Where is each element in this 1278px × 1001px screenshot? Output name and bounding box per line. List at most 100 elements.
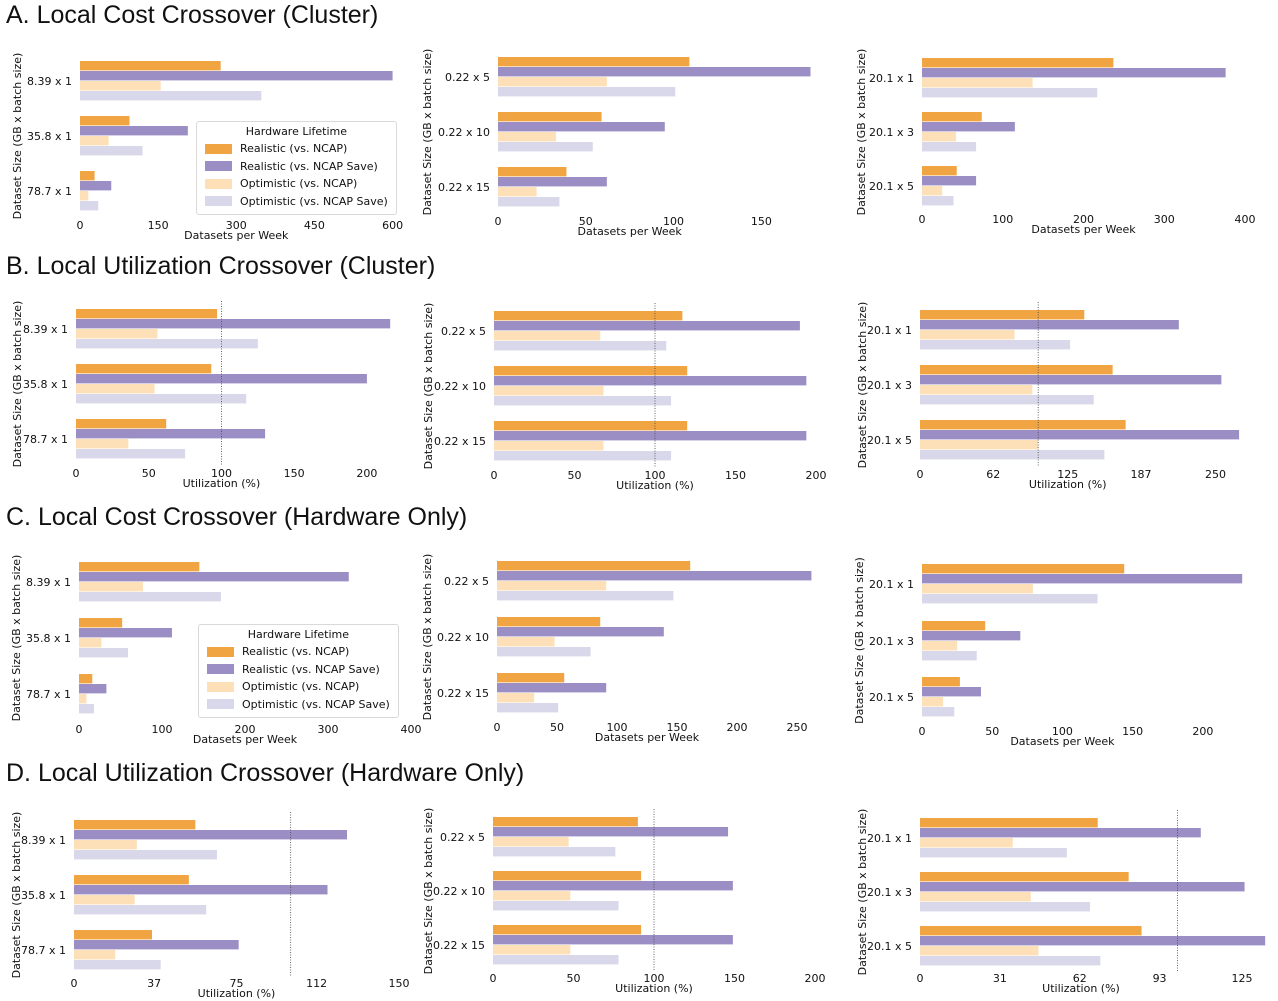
x-tick-label: 100 xyxy=(992,213,1013,226)
legend-label: Realistic (vs. NCAP) xyxy=(240,142,348,156)
bar-optimistic-ncap xyxy=(498,132,556,142)
category-label: 35.8 x 1 xyxy=(23,378,68,391)
bar-optimistic-ncap xyxy=(74,840,137,850)
bar-realistic-ncap xyxy=(79,562,200,572)
bar-realistic-ncap xyxy=(920,310,1085,320)
bar-realistic-ncap xyxy=(498,167,567,177)
x-tick-label: 250 xyxy=(787,721,808,734)
bar-optimistic-ncap-save xyxy=(493,955,619,965)
bar-realistic-ncap-save xyxy=(79,628,172,638)
x-tick-label: 100 xyxy=(645,469,666,482)
bar-realistic-ncap-save xyxy=(497,571,812,581)
category-label: 0.22 x 15 xyxy=(434,435,486,448)
bar-realistic-ncap xyxy=(493,925,642,935)
x-tick-label: 125 xyxy=(1232,972,1253,985)
category-label: 0.22 x 15 xyxy=(433,939,485,952)
bar-optimistic-ncap-save xyxy=(920,902,1091,912)
category-label: 35.8 x 1 xyxy=(27,130,72,143)
legend-item-realistic-ncap-save: Realistic (vs. NCAP Save) xyxy=(207,661,390,679)
bar-optimistic-ncap-save xyxy=(497,647,591,657)
bar-optimistic-ncap-save xyxy=(922,651,977,661)
bar-optimistic-ncap-save xyxy=(79,648,128,658)
bar-optimistic-ncap-save xyxy=(498,142,593,152)
bar-optimistic-ncap xyxy=(920,946,1039,956)
bar-realistic-ncap-save xyxy=(74,830,347,840)
category-label: 8.39 x 1 xyxy=(27,75,72,88)
category-label: 20.1 x 5 xyxy=(867,434,912,447)
x-tick-label: 37 xyxy=(147,977,161,990)
category-label: 35.8 x 1 xyxy=(26,632,71,645)
legend-label: Optimistic (vs. NCAP) xyxy=(240,177,358,191)
x-axis-label: Utilization (%) xyxy=(616,479,694,492)
category-label: 0.22 x 15 xyxy=(438,181,490,194)
bar-realistic-ncap-save xyxy=(79,572,349,582)
x-tick-label: 50 xyxy=(567,972,581,985)
legend-label: Optimistic (vs. NCAP Save) xyxy=(240,194,388,208)
bar-realistic-ncap xyxy=(497,561,691,571)
bar-optimistic-ncap-save xyxy=(920,848,1067,858)
x-tick-label: 50 xyxy=(568,469,582,482)
bar-realistic-ncap-save xyxy=(498,177,607,187)
legend-item-optimistic-ncap-save: Optimistic (vs. NCAP Save) xyxy=(207,696,390,714)
legend-item-optimistic-ncap-save: Optimistic (vs. NCAP Save) xyxy=(205,193,388,211)
category-label: 0.22 x 15 xyxy=(437,687,489,700)
x-tick-label: 250 xyxy=(1205,468,1226,481)
legend-swatch xyxy=(205,161,232,172)
category-label: 20.1 x 1 xyxy=(867,324,912,337)
bar-realistic-ncap xyxy=(922,564,1125,574)
category-label: 20.1 x 5 xyxy=(869,180,914,193)
bar-realistic-ncap xyxy=(920,872,1129,882)
bar-realistic-ncap xyxy=(79,674,93,684)
bar-realistic-ncap-save xyxy=(922,574,1243,584)
bar-optimistic-ncap xyxy=(80,191,89,201)
bar-realistic-ncap-save xyxy=(497,627,664,637)
bar-optimistic-ncap-save xyxy=(920,340,1071,350)
bar-optimistic-ncap xyxy=(498,77,607,87)
legend-swatch xyxy=(207,664,234,675)
bar-realistic-ncap-save xyxy=(922,122,1015,132)
x-tick-label: 0 xyxy=(917,972,924,985)
y-axis-label: Dataset Size (GB x batch size) xyxy=(10,555,23,722)
y-axis-label: Dataset Size (GB x batch size) xyxy=(421,554,434,721)
bar-realistic-ncap-save xyxy=(497,683,607,693)
bar-realistic-ncap-save xyxy=(922,68,1226,78)
bar-realistic-ncap xyxy=(76,419,167,429)
x-tick-label: 150 xyxy=(148,219,169,232)
bar-realistic-ncap-save xyxy=(80,126,188,136)
category-label: 20.1 x 1 xyxy=(867,832,912,845)
bar-realistic-ncap-save xyxy=(494,376,807,386)
x-tick-label: 0 xyxy=(495,215,502,228)
bar-realistic-ncap-save xyxy=(80,71,393,81)
x-tick-label: 200 xyxy=(805,972,826,985)
category-label: 20.1 x 3 xyxy=(867,886,912,899)
bar-realistic-ncap-save xyxy=(922,176,977,186)
x-tick-label: 62 xyxy=(1073,972,1087,985)
y-axis-label: Dataset Size (GB x batch size) xyxy=(10,812,23,979)
bar-realistic-ncap-save xyxy=(922,687,981,697)
x-tick-label: 300 xyxy=(318,723,339,736)
x-tick-label: 150 xyxy=(751,215,772,228)
bar-optimistic-ncap xyxy=(920,385,1033,395)
bar-realistic-ncap-save xyxy=(498,67,811,77)
bar-optimistic-ncap-save xyxy=(76,394,247,404)
x-tick-label: 112 xyxy=(306,977,327,990)
category-label: 8.39 x 1 xyxy=(26,576,71,589)
category-label: 20.1 x 3 xyxy=(869,126,914,139)
category-label: 78.7 x 1 xyxy=(27,185,72,198)
bar-optimistic-ncap xyxy=(922,641,958,651)
x-tick-label: 400 xyxy=(1235,213,1256,226)
category-label: 8.39 x 1 xyxy=(23,323,68,336)
y-axis-label: Dataset Size (GB x batch size) xyxy=(853,557,866,724)
category-label: 35.8 x 1 xyxy=(21,889,66,902)
x-tick-label: 0 xyxy=(917,468,924,481)
x-tick-label: 300 xyxy=(226,219,247,232)
bar-optimistic-ncap xyxy=(922,78,1033,88)
legend-label: Realistic (vs. NCAP) xyxy=(242,645,350,659)
bar-optimistic-ncap-save xyxy=(494,341,667,351)
bar-optimistic-ncap xyxy=(920,892,1031,902)
x-tick-label: 50 xyxy=(579,215,593,228)
legend-swatch xyxy=(207,681,234,692)
bar-realistic-ncap-save xyxy=(920,882,1245,892)
x-tick-label: 150 xyxy=(1122,725,1143,738)
bar-optimistic-ncap xyxy=(922,697,944,707)
